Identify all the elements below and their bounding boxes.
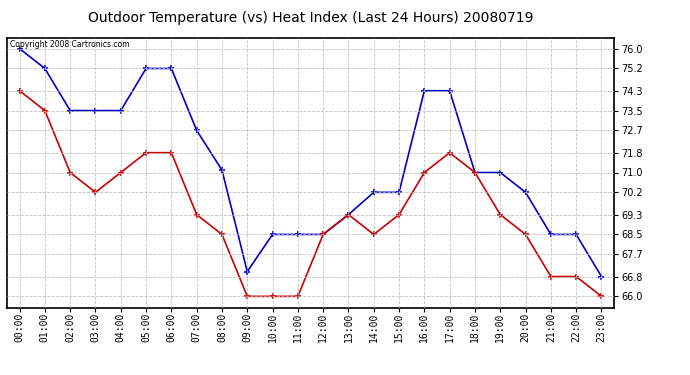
Text: Copyright 2008 Cartronics.com: Copyright 2008 Cartronics.com xyxy=(10,40,130,49)
Text: Outdoor Temperature (vs) Heat Index (Last 24 Hours) 20080719: Outdoor Temperature (vs) Heat Index (Las… xyxy=(88,11,533,25)
